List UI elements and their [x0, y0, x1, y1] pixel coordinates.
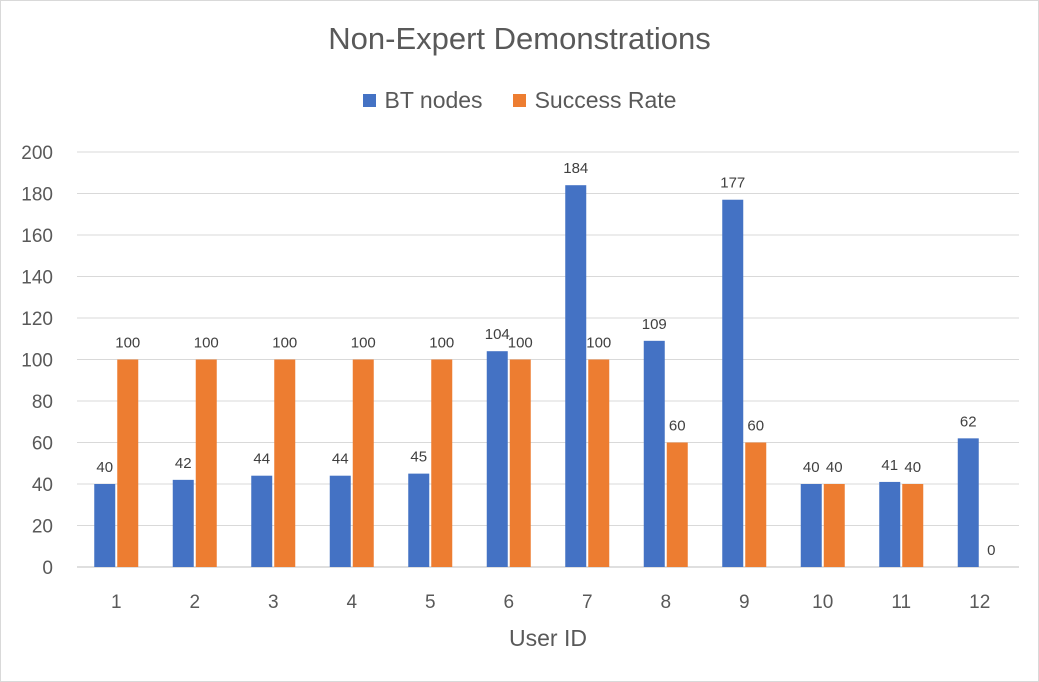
- bar-bt-nodes: [643, 340, 665, 567]
- bar-success-rate: [195, 359, 217, 567]
- data-label: 100: [194, 335, 219, 352]
- bar-success-rate: [902, 484, 924, 567]
- data-label: 42: [175, 455, 192, 472]
- data-label: 60: [669, 418, 686, 435]
- bar-success-rate: [588, 359, 610, 567]
- y-tick-label: 20: [32, 517, 53, 538]
- data-label: 100: [429, 335, 454, 352]
- y-tick-label: 160: [21, 226, 53, 247]
- x-tick-label: 11: [891, 592, 911, 613]
- data-label: 100: [272, 335, 297, 352]
- bar-success-rate: [745, 442, 767, 567]
- data-label: 40: [826, 459, 843, 476]
- data-label: 60: [747, 418, 764, 435]
- data-label: 40: [904, 459, 921, 476]
- y-tick-label: 60: [32, 434, 53, 455]
- data-label: 40: [96, 459, 113, 476]
- x-tick-label: 4: [346, 592, 357, 613]
- legend-swatch-success-rate: [512, 94, 526, 107]
- y-tick-label: 200: [21, 143, 53, 164]
- bar-success-rate: [509, 359, 531, 567]
- data-label: 104: [485, 326, 510, 343]
- bar-success-rate: [117, 359, 139, 567]
- bar-bt-nodes: [251, 475, 273, 567]
- bar-bt-nodes: [329, 475, 351, 567]
- x-tick-label: 10: [812, 592, 833, 613]
- bar-success-rate: [666, 442, 688, 567]
- data-label: 45: [410, 449, 427, 466]
- x-tick-label: 9: [739, 592, 750, 613]
- data-label: 40: [803, 459, 820, 476]
- data-label: 44: [332, 451, 349, 468]
- data-label: 109: [642, 316, 667, 333]
- legend-item-bt-nodes: BT nodes: [362, 87, 483, 114]
- y-tick-label: 140: [21, 268, 53, 289]
- legend: BT nodes Success Rate: [1, 87, 1038, 114]
- y-tick-label: 80: [32, 392, 53, 413]
- x-tick-label: 1: [111, 592, 122, 613]
- x-tick-label: 7: [582, 592, 593, 613]
- bar-bt-nodes: [172, 479, 194, 567]
- legend-label-success-rate: Success Rate: [534, 87, 677, 113]
- data-label: 100: [586, 335, 611, 352]
- bar-bt-nodes: [722, 199, 744, 567]
- data-label: 100: [508, 335, 533, 352]
- legend-item-success-rate: Success Rate: [512, 87, 677, 114]
- bar-success-rate: [352, 359, 374, 567]
- chart-title: Non-Expert Demonstrations: [328, 21, 711, 56]
- data-label: 44: [253, 451, 270, 468]
- x-tick-label: 2: [189, 592, 200, 613]
- bar-bt-nodes: [565, 185, 587, 567]
- x-tick-label: 6: [503, 592, 514, 613]
- bar-bt-nodes: [486, 351, 508, 567]
- x-tick-label: 5: [425, 592, 436, 613]
- bar-bt-nodes: [408, 473, 430, 567]
- bar-success-rate: [823, 484, 845, 567]
- bar-success-rate: [431, 359, 453, 567]
- bar-bt-nodes: [879, 481, 901, 567]
- y-tick-label: 180: [21, 185, 53, 206]
- data-label: 184: [563, 160, 588, 177]
- data-label: 100: [115, 335, 140, 352]
- x-tick-label: 8: [660, 592, 671, 613]
- legend-swatch-bt-nodes: [362, 94, 376, 107]
- y-tick-label: 100: [21, 351, 53, 372]
- y-tick-label: 40: [32, 475, 53, 496]
- y-tick-label: 0: [42, 558, 53, 579]
- x-tick-label: 3: [268, 592, 279, 613]
- data-label: 41: [881, 457, 898, 474]
- bar-bt-nodes: [800, 484, 822, 567]
- bar-bt-nodes: [94, 484, 116, 567]
- bar-success-rate: [274, 359, 296, 567]
- data-label: 62: [960, 413, 977, 430]
- y-tick-label: 120: [21, 309, 53, 330]
- x-tick-label: 12: [969, 592, 990, 613]
- x-axis-title: User ID: [509, 625, 587, 651]
- data-label: 177: [720, 175, 745, 192]
- bar-bt-nodes: [957, 438, 979, 567]
- data-label: 100: [351, 335, 376, 352]
- data-label: 0: [987, 542, 995, 559]
- legend-label-bt-nodes: BT nodes: [384, 87, 483, 113]
